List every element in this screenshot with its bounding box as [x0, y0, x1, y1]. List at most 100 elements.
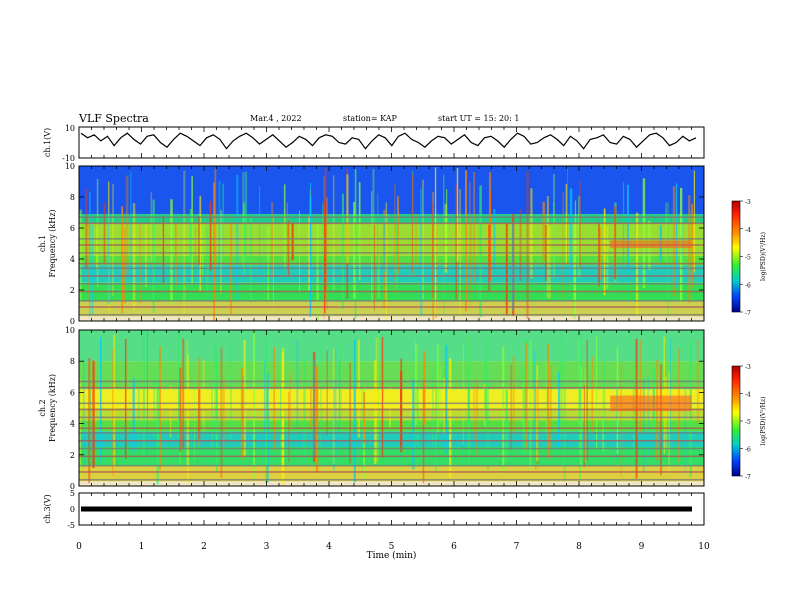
spectral-streak — [159, 346, 161, 469]
spectral-streak — [513, 356, 515, 435]
tonal-line — [79, 448, 704, 450]
spectral-streak — [444, 378, 445, 434]
spectral-streak — [602, 390, 603, 451]
spectral-streak — [198, 389, 201, 439]
spectral-streak — [157, 380, 160, 484]
spectral-streak — [274, 347, 275, 451]
spectral-streak — [547, 196, 549, 298]
spectral-streak — [533, 351, 535, 451]
spectral-streak — [85, 189, 87, 269]
spectral-streak — [212, 382, 213, 448]
tonal-line — [79, 283, 704, 285]
spectral-streak — [333, 175, 335, 290]
spectral-streak — [89, 192, 90, 317]
spectral-streak — [83, 359, 85, 467]
spectral-streak — [273, 216, 274, 308]
spectral-streak — [688, 195, 690, 303]
spectral-streak — [564, 348, 566, 482]
spectral-streak — [170, 199, 172, 303]
freq-tick-label: 10 — [65, 162, 75, 171]
spectral-streak — [488, 225, 490, 291]
spectral-streak — [479, 185, 481, 316]
freq-tick-label: 10 — [65, 326, 75, 335]
tonal-line — [79, 381, 704, 383]
ch2-colorbar: -3-4-5-6-7log(PSD)(V²/Hz) — [732, 364, 767, 481]
spectral-streak — [310, 386, 311, 429]
spectral-streak — [579, 181, 580, 269]
ch3-waveform-panel: 5 0 -5 ch.3(V) — [43, 489, 704, 530]
ch3-ylabel: ch.3(V) — [43, 494, 52, 523]
spectral-streak — [210, 201, 212, 270]
spectral-streak — [382, 337, 383, 457]
spectral-streak — [194, 379, 195, 460]
time-tick-label: 7 — [514, 542, 520, 552]
spectral-streak — [437, 344, 439, 433]
freq-tick-label: 6 — [70, 388, 75, 397]
colorbar-tick-label: -4 — [745, 392, 751, 399]
time-tick-label: 2 — [201, 542, 207, 552]
spectral-streak — [578, 339, 580, 426]
spectral-streak — [88, 358, 90, 483]
colorbar-tick-label: -5 — [745, 419, 751, 426]
time-tick-label: 3 — [264, 542, 270, 552]
spectral-streak — [220, 347, 222, 477]
spectral-streak — [213, 182, 215, 320]
time-tick-label: 6 — [451, 542, 457, 552]
tonal-line — [79, 216, 704, 218]
tonal-line — [79, 456, 704, 458]
spectral-streak — [202, 225, 203, 278]
spectral-streak — [203, 360, 205, 431]
spectral-streak — [592, 356, 593, 433]
tonal-line — [79, 291, 704, 293]
time-tick-label: 10 — [698, 542, 710, 552]
spectral-streak — [523, 379, 525, 433]
spectral-streak — [151, 192, 153, 262]
freq-tick-label: 2 — [70, 286, 75, 295]
spectral-streak — [346, 174, 348, 263]
colorbar-label: log(PSD)(V²/Hz) — [760, 232, 767, 281]
time-tick-label: 9 — [639, 542, 645, 552]
spectrogram-channel-label: ch.2 — [38, 399, 47, 416]
spectral-streak — [112, 184, 114, 296]
spectral-streak — [218, 181, 220, 274]
spectral-streak — [440, 366, 442, 425]
tonal-line — [79, 223, 704, 225]
spectral-streak — [463, 345, 464, 445]
tonal-line — [79, 252, 704, 254]
spectral-streak — [694, 171, 695, 273]
spectral-streak — [183, 171, 185, 315]
spectral-streak — [465, 170, 467, 311]
enhanced-emission — [610, 396, 691, 412]
tonal-line — [79, 440, 704, 442]
spectral-band — [79, 420, 704, 431]
spectral-streak — [359, 182, 361, 280]
spectral-streak — [623, 182, 624, 286]
spectral-streak — [104, 203, 106, 263]
spectral-streak — [290, 372, 291, 427]
spectral-streak — [473, 172, 475, 284]
freq-tick-label: 8 — [70, 193, 75, 202]
spectral-streak — [667, 202, 669, 317]
colorbar-tick-label: -6 — [745, 282, 751, 289]
colorbar-tick-label: -7 — [745, 310, 751, 317]
tonal-line — [79, 300, 704, 302]
spectrogram-ylabel: Frequency (kHz) — [48, 209, 57, 277]
spectral-streak — [170, 386, 171, 438]
colorbar-tick-label: -7 — [745, 474, 751, 481]
spectral-streak — [435, 167, 436, 315]
spectral-streak — [292, 223, 294, 260]
spectral-streak — [108, 213, 110, 304]
colorbar-tick-label: -6 — [745, 447, 751, 454]
spectral-streak — [187, 355, 189, 484]
ch3-trace — [81, 507, 692, 512]
freq-tick-label: 4 — [70, 420, 75, 429]
spectral-streak — [561, 330, 563, 425]
tonal-line — [79, 314, 704, 316]
spectral-streak — [178, 331, 179, 438]
tonal-line — [79, 465, 704, 467]
spectral-streak — [584, 385, 585, 467]
tonal-line — [79, 479, 704, 481]
spectral-streak — [327, 351, 328, 435]
spectral-streak — [607, 226, 609, 289]
freq-tick-label: 0 — [70, 317, 75, 326]
